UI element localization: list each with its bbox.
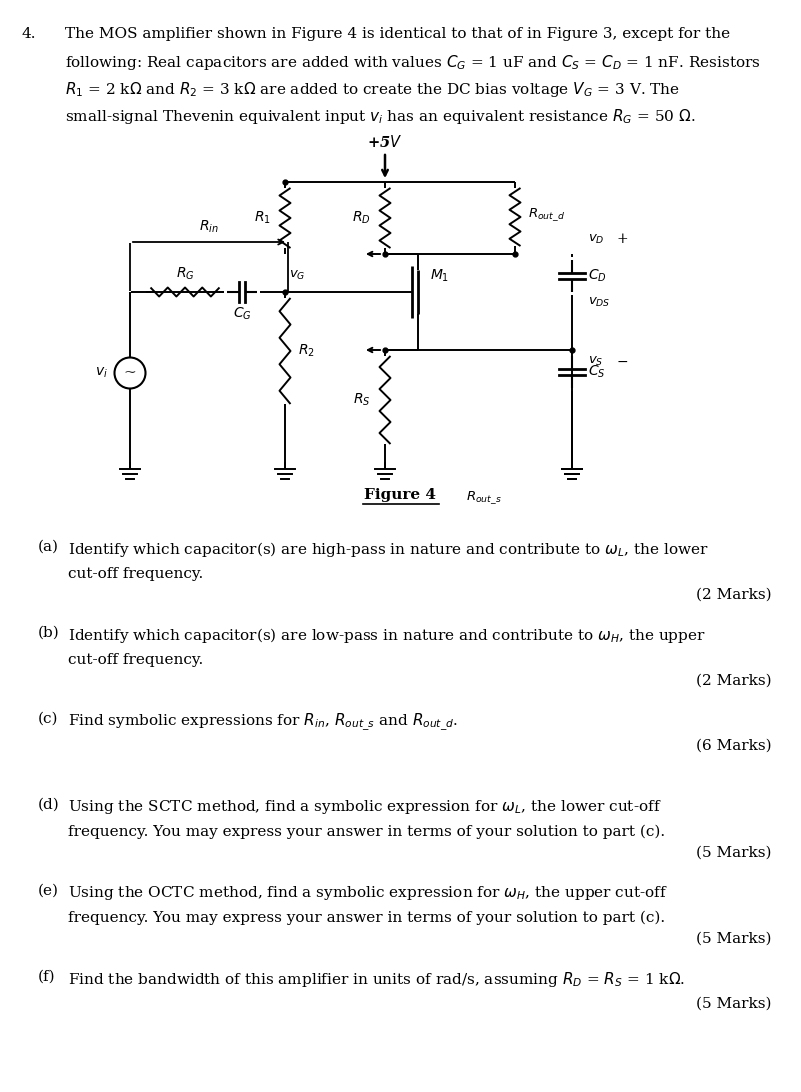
Text: −: − (617, 355, 629, 369)
Text: (b): (b) (38, 626, 60, 640)
Text: small-signal Thevenin equivalent input $v_i$ has an equivalent resistance $R_G$ : small-signal Thevenin equivalent input $… (65, 107, 695, 126)
Text: cut-off frequency.: cut-off frequency. (68, 653, 203, 667)
Text: $R_1$: $R_1$ (254, 210, 271, 226)
Text: (e): (e) (38, 885, 59, 898)
Text: $R_{out\_d}$: $R_{out\_d}$ (528, 206, 565, 224)
Text: $R_S$: $R_S$ (353, 392, 371, 408)
Text: $v_G$: $v_G$ (289, 269, 305, 282)
Text: (c): (c) (38, 712, 58, 726)
Text: $C_S$: $C_S$ (588, 364, 606, 380)
Text: (2 Marks): (2 Marks) (696, 587, 772, 602)
Text: $M_1$: $M_1$ (430, 268, 449, 284)
Text: $v_i$: $v_i$ (95, 366, 107, 380)
Text: 4.: 4. (22, 27, 37, 41)
Text: Identify which capacitor(s) are low-pass in nature and contribute to $\omega_H$,: Identify which capacitor(s) are low-pass… (68, 626, 706, 645)
Text: The MOS amplifier shown in Figure 4 is identical to that of in Figure 3, except : The MOS amplifier shown in Figure 4 is i… (65, 27, 731, 41)
Text: Figure 4: Figure 4 (364, 488, 437, 502)
Text: (6 Marks): (6 Marks) (696, 739, 772, 753)
Text: $v_D$: $v_D$ (588, 233, 605, 246)
Text: +: + (617, 232, 629, 246)
Text: $v_{DS}$: $v_{DS}$ (588, 296, 610, 309)
Text: frequency. You may express your answer in terms of your solution to part (c).: frequency. You may express your answer i… (68, 824, 665, 840)
Text: $R_{in}$: $R_{in}$ (199, 218, 219, 235)
Text: $R_G$: $R_G$ (175, 265, 195, 282)
Text: ~: ~ (123, 366, 136, 380)
Text: cut-off frequency.: cut-off frequency. (68, 567, 203, 581)
Text: $R_{out\_s}$: $R_{out\_s}$ (465, 489, 501, 506)
Text: $C_D$: $C_D$ (588, 268, 606, 284)
Text: $v_S$: $v_S$ (588, 355, 603, 368)
Text: (2 Marks): (2 Marks) (696, 674, 772, 688)
Text: Using the OCTC method, find a symbolic expression for $\omega_H$, the upper cut-: Using the OCTC method, find a symbolic e… (68, 885, 668, 902)
Text: $C_G$: $C_G$ (232, 306, 252, 322)
Text: $R_2$: $R_2$ (298, 343, 315, 359)
Text: (d): (d) (38, 798, 60, 812)
Text: Find the bandwidth of this amplifier in units of rad/s, assuming $R_D$ = $R_S$ =: Find the bandwidth of this amplifier in … (68, 970, 685, 989)
Text: $R_D$: $R_D$ (352, 210, 371, 226)
Text: (5 Marks): (5 Marks) (697, 997, 772, 1011)
Text: Using the SCTC method, find a symbolic expression for $\omega_L$, the lower cut-: Using the SCTC method, find a symbolic e… (68, 798, 662, 816)
Text: (f): (f) (38, 970, 55, 984)
Text: following: Real capacitors are added with values $C_G$ = 1 uF and $C_S$ = $C_D$ : following: Real capacitors are added wit… (65, 54, 761, 72)
Text: $R_1$ = 2 k$\Omega$ and $R_2$ = 3 k$\Omega$ are added to create the DC bias volt: $R_1$ = 2 k$\Omega$ and $R_2$ = 3 k$\Ome… (65, 80, 680, 99)
Text: (5 Marks): (5 Marks) (697, 846, 772, 860)
Text: (a): (a) (38, 541, 59, 554)
Text: frequency. You may express your answer in terms of your solution to part (c).: frequency. You may express your answer i… (68, 911, 665, 925)
Text: Find symbolic expressions for $R_{in}$, $R_{out\_s}$ and $R_{out\_d}$.: Find symbolic expressions for $R_{in}$, … (68, 712, 458, 733)
Text: Identify which capacitor(s) are high-pass in nature and contribute to $\omega_L$: Identify which capacitor(s) are high-pas… (68, 541, 709, 559)
Text: +5$V$: +5$V$ (368, 134, 403, 150)
Text: (5 Marks): (5 Marks) (697, 931, 772, 946)
